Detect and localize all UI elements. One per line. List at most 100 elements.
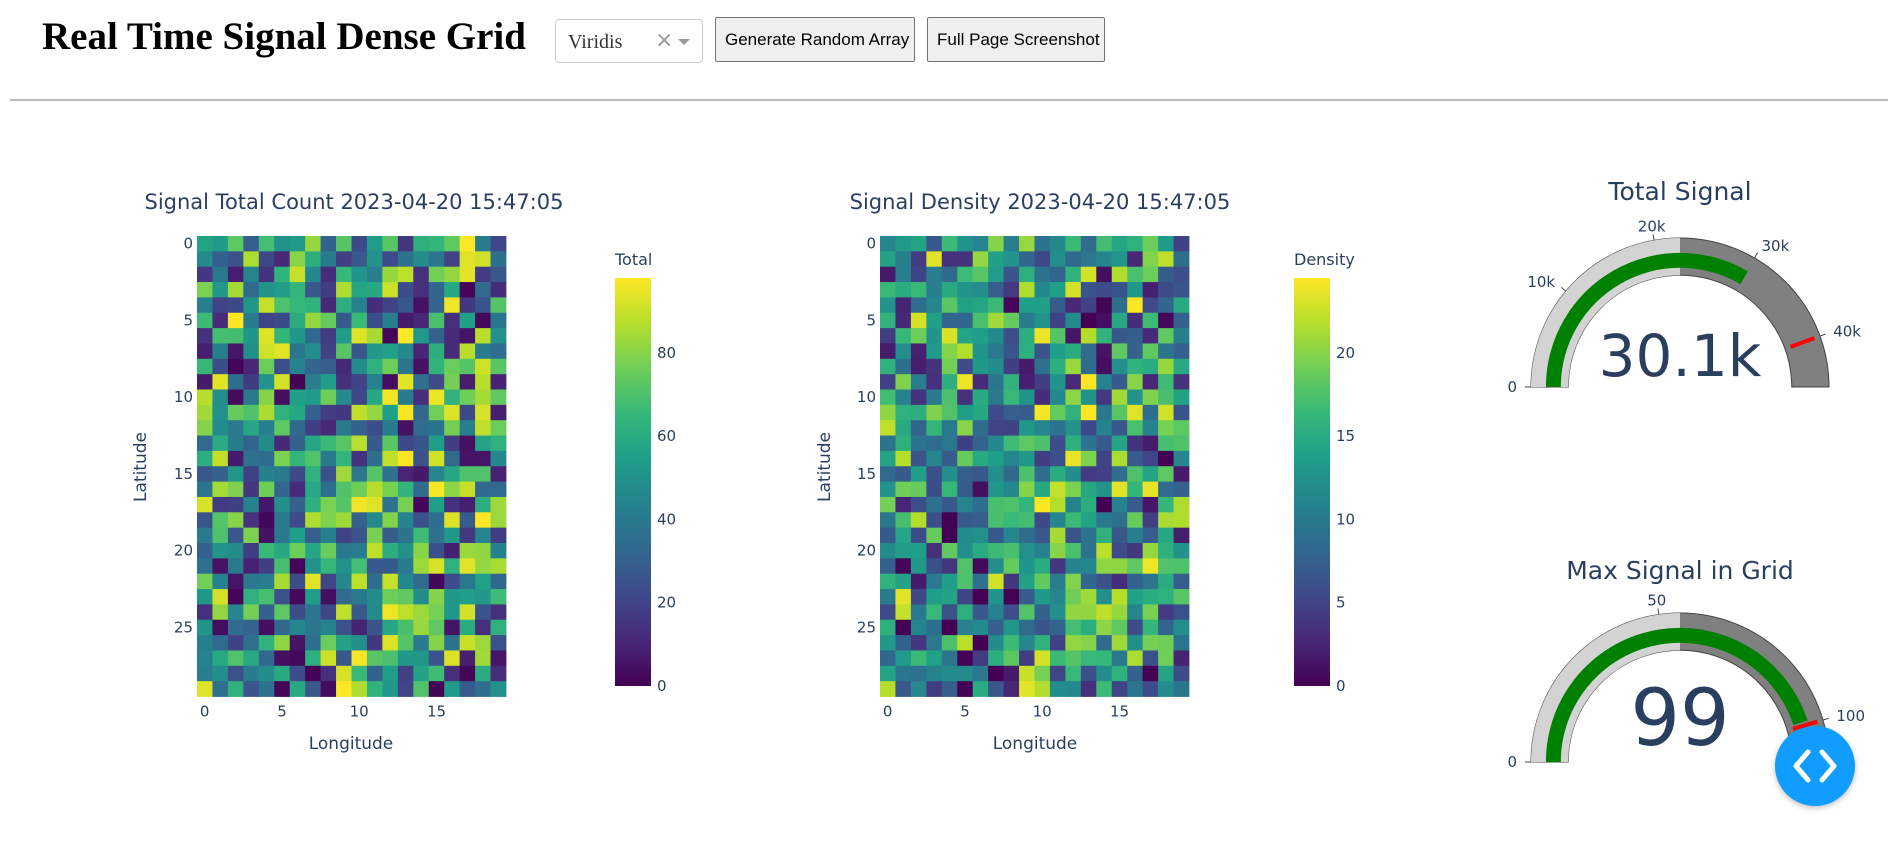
heatmap-cell[interactable] (459, 543, 476, 559)
heatmap-cell[interactable] (1158, 404, 1174, 421)
heatmap-cell[interactable] (910, 512, 927, 529)
heatmap-cell[interactable] (336, 297, 352, 314)
heatmap-cell[interactable] (212, 665, 229, 682)
heatmap-cell[interactable] (1096, 404, 1113, 421)
heatmap-cell[interactable] (941, 543, 958, 559)
heatmap-cell[interactable] (459, 236, 476, 252)
heatmap-cell[interactable] (1096, 297, 1113, 314)
heatmap-cell[interactable] (258, 358, 275, 375)
heatmap-cell[interactable] (459, 589, 476, 605)
heatmap-cell[interactable] (1065, 650, 1082, 667)
heatmap-cell[interactable] (289, 404, 306, 421)
heatmap-cell[interactable] (1111, 681, 1128, 697)
heatmap-cell[interactable] (1173, 681, 1190, 697)
heatmap-cell[interactable] (305, 681, 321, 697)
heatmap-cell[interactable] (972, 435, 989, 452)
heatmap-cell[interactable] (895, 450, 912, 467)
heatmap-cell[interactable] (1049, 466, 1066, 482)
heatmap-cell[interactable] (926, 527, 943, 544)
heatmap-cell[interactable] (1034, 481, 1051, 498)
heatmap-cell[interactable] (197, 404, 213, 421)
heatmap-total-cells[interactable] (197, 236, 507, 697)
heatmap-cell[interactable] (1049, 236, 1066, 252)
heatmap-cell[interactable] (988, 420, 1004, 436)
heatmap-cell[interactable] (428, 450, 445, 467)
heatmap-cell[interactable] (197, 389, 213, 406)
heatmap-cell[interactable] (1096, 681, 1113, 697)
heatmap-cell[interactable] (1049, 681, 1066, 697)
heatmap-cell[interactable] (227, 527, 244, 544)
heatmap-cell[interactable] (926, 619, 943, 636)
heatmap-cell[interactable] (957, 236, 974, 252)
heatmap-cell[interactable] (1080, 389, 1097, 406)
heatmap-cell[interactable] (444, 251, 461, 268)
heatmap-cell[interactable] (1019, 251, 1035, 268)
heatmap-cell[interactable] (1142, 681, 1159, 697)
heatmap-cell[interactable] (1049, 282, 1066, 298)
heatmap-cell[interactable] (444, 466, 461, 482)
heatmap-cell[interactable] (258, 389, 275, 406)
heatmap-cell[interactable] (957, 496, 974, 513)
heatmap-cell[interactable] (1096, 619, 1113, 636)
heatmap-cell[interactable] (1049, 481, 1066, 498)
heatmap-cell[interactable] (880, 358, 896, 375)
heatmap-cell[interactable] (1049, 558, 1066, 575)
heatmap-cell[interactable] (910, 358, 927, 375)
heatmap-cell[interactable] (351, 358, 368, 375)
heatmap-cell[interactable] (444, 619, 461, 636)
heatmap-cell[interactable] (988, 251, 1004, 268)
heatmap-cell[interactable] (212, 681, 229, 697)
heatmap-cell[interactable] (305, 450, 321, 467)
heatmap-cell[interactable] (444, 312, 461, 329)
heatmap-cell[interactable] (227, 650, 244, 667)
heatmap-cell[interactable] (972, 496, 989, 513)
heatmap-cell[interactable] (320, 343, 337, 360)
heatmap-cell[interactable] (227, 481, 244, 498)
heatmap-cell[interactable] (1049, 358, 1066, 375)
heatmap-cell[interactable] (895, 266, 912, 283)
heatmap-cell[interactable] (972, 236, 989, 252)
heatmap-cell[interactable] (475, 358, 491, 375)
heatmap-cell[interactable] (428, 665, 445, 682)
heatmap-cell[interactable] (957, 251, 974, 268)
heatmap-cell[interactable] (444, 573, 461, 590)
heatmap-cell[interactable] (289, 282, 306, 298)
heatmap-cell[interactable] (988, 389, 1004, 406)
heatmap-cell[interactable] (1142, 404, 1159, 421)
heatmap-cell[interactable] (413, 404, 430, 421)
heatmap-cell[interactable] (1127, 297, 1144, 314)
heatmap-cell[interactable] (212, 251, 229, 268)
heatmap-cell[interactable] (336, 635, 352, 651)
heatmap-cell[interactable] (941, 512, 958, 529)
heatmap-cell[interactable] (274, 512, 291, 529)
heatmap-cell[interactable] (274, 450, 291, 467)
heatmap-cell[interactable] (475, 665, 491, 682)
heatmap-cell[interactable] (926, 635, 943, 651)
heatmap-cell[interactable] (475, 450, 491, 467)
heatmap-cell[interactable] (336, 404, 352, 421)
heatmap-cell[interactable] (258, 558, 275, 575)
heatmap-cell[interactable] (227, 512, 244, 529)
heatmap-cell[interactable] (336, 466, 352, 482)
heatmap-cell[interactable] (366, 374, 383, 390)
heatmap-cell[interactable] (1019, 282, 1035, 298)
heatmap-cell[interactable] (1127, 589, 1144, 605)
heatmap-cell[interactable] (880, 604, 896, 621)
heatmap-cell[interactable] (1111, 558, 1128, 575)
heatmap-cell[interactable] (258, 496, 275, 513)
heatmap-cell[interactable] (972, 374, 989, 390)
heatmap-cell[interactable] (1049, 496, 1066, 513)
heatmap-cell[interactable] (1034, 650, 1051, 667)
heatmap-cell[interactable] (274, 604, 291, 621)
heatmap-cell[interactable] (243, 512, 260, 529)
heatmap-cell[interactable] (397, 358, 414, 375)
heatmap-cell[interactable] (1034, 573, 1051, 590)
heatmap-cell[interactable] (1173, 573, 1190, 590)
heatmap-cell[interactable] (475, 389, 491, 406)
heatmap-cell[interactable] (212, 619, 229, 636)
heatmap-cell[interactable] (972, 312, 989, 329)
heatmap-cell[interactable] (428, 312, 445, 329)
heatmap-cell[interactable] (1049, 604, 1066, 621)
heatmap-cell[interactable] (444, 604, 461, 621)
heatmap-cell[interactable] (351, 589, 368, 605)
